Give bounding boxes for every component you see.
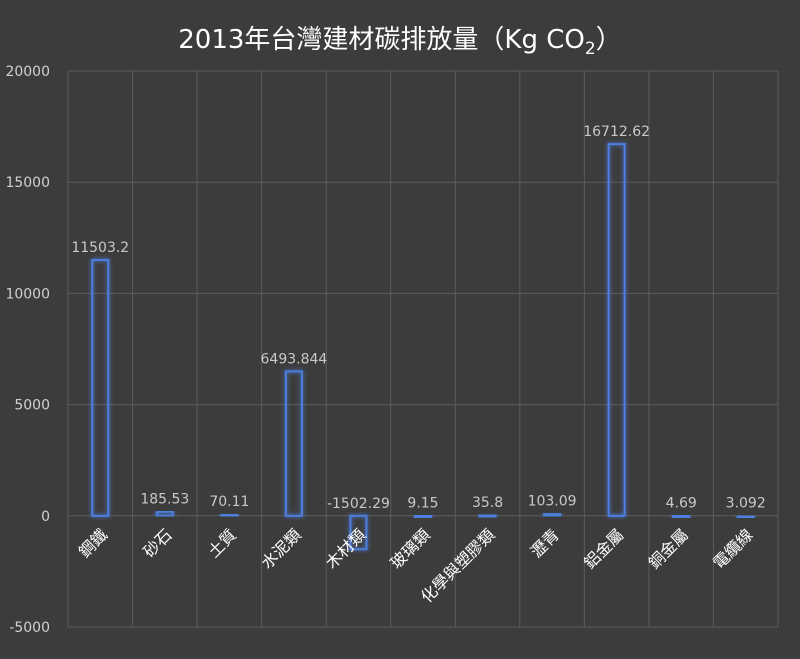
- bar: [155, 510, 174, 517]
- data-label: 3.092: [726, 496, 766, 512]
- x-tick-label: 水泥類: [257, 525, 304, 572]
- bar: [284, 370, 303, 517]
- y-tick-label: 15000: [5, 175, 50, 191]
- x-tick-label: 玻璃類: [386, 525, 433, 572]
- data-label: 6493.844: [261, 351, 328, 367]
- x-tick-label: 砂石: [140, 525, 176, 561]
- bar: [736, 514, 755, 519]
- bar: [220, 513, 239, 518]
- x-tick-label: 鋼鐵: [75, 525, 111, 561]
- data-labels: 11503.2 185.53 70.11 6493.844 -1502.29 9.15 35…: [71, 124, 765, 512]
- bar: [607, 143, 626, 517]
- data-label: 11503.2: [71, 240, 129, 256]
- data-label: 4.69: [666, 496, 697, 512]
- bar: [91, 258, 110, 517]
- data-label: -1502.29: [327, 496, 390, 512]
- x-tick-label: 瀝青: [527, 525, 563, 561]
- x-tick-label: 電纜線: [709, 525, 756, 572]
- y-tick-label: 10000: [5, 286, 50, 302]
- data-label: 16712.62: [583, 124, 650, 140]
- x-tick-label: 土質: [204, 525, 240, 561]
- data-label: 70.11: [209, 494, 249, 510]
- x-tick-label: 銅金屬: [645, 525, 692, 572]
- bar: [414, 514, 432, 519]
- gridlines: [67, 70, 779, 628]
- y-tick-label: -5000: [9, 620, 50, 636]
- bar: [349, 514, 368, 551]
- x-tick-label: 鋁金屬: [580, 525, 627, 572]
- data-label: 35.8: [472, 495, 503, 511]
- y-axis-ticks: 20000 15000 10000 5000 0 -5000: [5, 64, 50, 636]
- y-tick-label: 20000: [5, 64, 50, 80]
- data-label: 103.09: [528, 494, 577, 510]
- chart-title: 2013年台灣建材碳排放量（Kg CO2）: [178, 25, 621, 59]
- data-label: 185.53: [140, 492, 189, 508]
- data-label: 9.15: [407, 496, 438, 512]
- y-tick-label: 0: [41, 509, 50, 525]
- bar: [672, 514, 691, 519]
- bars: [91, 143, 755, 551]
- bar: [478, 514, 497, 519]
- bar: [543, 512, 562, 517]
- y-tick-label: 5000: [14, 398, 50, 414]
